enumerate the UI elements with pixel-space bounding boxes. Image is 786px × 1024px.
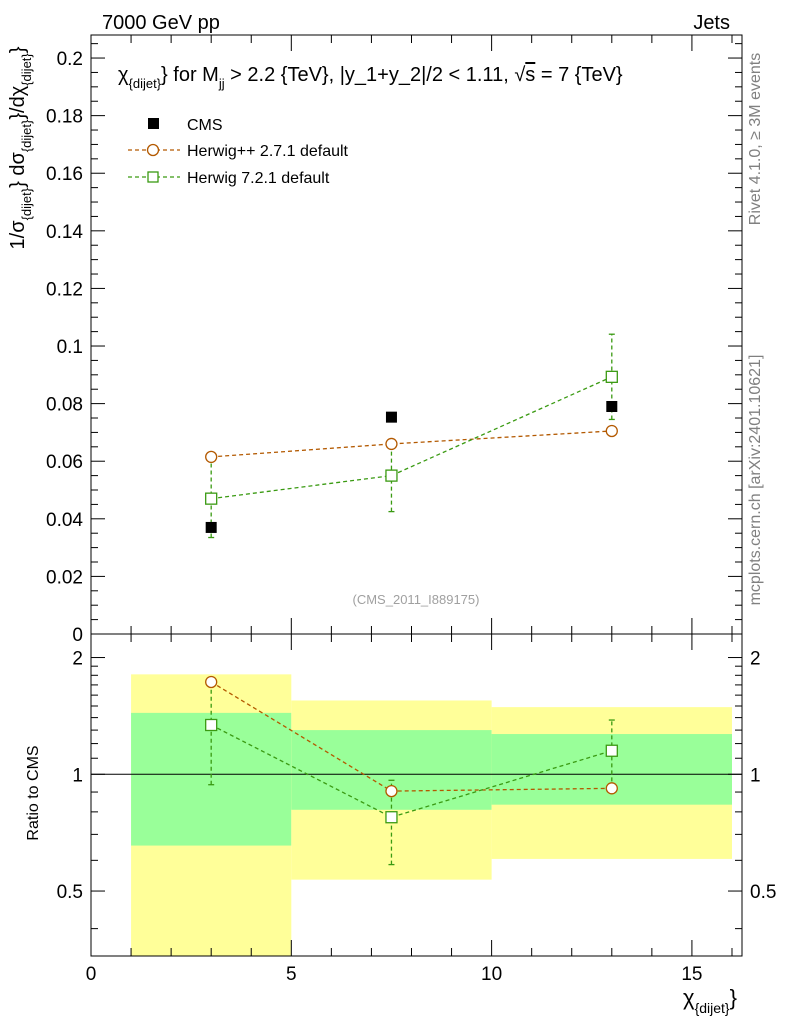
title-mjj: } for M bbox=[161, 64, 219, 86]
main-marker-herwig7 bbox=[605, 370, 618, 383]
title-sqrt: √ bbox=[514, 64, 525, 86]
ylabel-sub-b: {dijet} bbox=[19, 119, 34, 152]
ratio-tick-label-left: 0.5 bbox=[57, 882, 83, 903]
y-tick-label: 0 bbox=[72, 625, 83, 646]
ratio-tick-label-left: 2 bbox=[72, 649, 83, 670]
main-ticks: 0 0.02 0.04 0.06 0.08 0.1 0.12 0.14 0.16 0.18 0.2 bbox=[46, 43, 742, 646]
ratio-frame bbox=[90, 633, 743, 957]
cms-data-point bbox=[205, 521, 217, 533]
ylabel-part-d: } bbox=[7, 46, 29, 53]
xlabel-tail: } bbox=[730, 985, 737, 1010]
main-marker-herwigpp bbox=[605, 424, 618, 438]
y-tick-label: 0.02 bbox=[46, 567, 83, 588]
ratio-tick-label-right: 0.5 bbox=[750, 882, 776, 903]
ratio-panel: 0.5 0.5 1 1 2 2 Ratio to CMS bbox=[25, 633, 776, 957]
x-tick-label: 5 bbox=[286, 964, 297, 985]
main-panel: 00.020.040.060.080.10.120.140.160.180.2 … bbox=[7, 34, 743, 646]
ylabel-part-a: 1/σ bbox=[7, 220, 29, 250]
legend-label-cms: CMS bbox=[187, 117, 223, 134]
ratio-marker-herwigpp bbox=[205, 675, 218, 689]
ylabel-part-c: }/dχ bbox=[7, 85, 29, 119]
title-chi: χ bbox=[118, 64, 129, 86]
ratio-marker-herwigpp bbox=[605, 782, 618, 795]
legend: CMS Herwig++ 2.7.1 default Herwig 7.2.1 … bbox=[128, 117, 349, 187]
x-axis-label: χ{dijet}} bbox=[683, 985, 737, 1016]
title-mjj-sub: jj bbox=[218, 76, 225, 91]
y-tick-label: 0.06 bbox=[46, 452, 83, 473]
ratio-uncertainty-bands bbox=[131, 674, 732, 956]
main-series-lines bbox=[208, 333, 615, 539]
x-tick-label: 0 bbox=[86, 964, 97, 985]
main-line-herwig7 bbox=[211, 376, 613, 500]
mcplots-label: mcplots.cern.ch [arXiv:2401.10621] bbox=[747, 355, 764, 606]
header-energy-label: 7000 GeV pp bbox=[102, 12, 220, 34]
y-tick-label: 0.16 bbox=[46, 164, 83, 185]
main-marker-herwig7 bbox=[385, 469, 398, 482]
y-tick-label: 0.18 bbox=[46, 107, 83, 128]
ratio-markers bbox=[205, 675, 618, 824]
legend-label-herwigpp: Herwig++ 2.7.1 default bbox=[187, 143, 349, 160]
ratio-marker-herwigpp bbox=[385, 784, 398, 798]
legend-marker-cms bbox=[148, 118, 159, 129]
main-marker-herwigpp bbox=[385, 437, 398, 451]
header-jets-label: Jets bbox=[693, 12, 730, 34]
title-energy: = 7 {TeV} bbox=[535, 64, 623, 86]
ylabel-sub-c: {dijet} bbox=[19, 53, 34, 86]
analysis-watermark: (CMS_2011_I889175) bbox=[353, 592, 480, 607]
main-marker-herwig7 bbox=[205, 492, 218, 505]
legend-marker-herwigpp bbox=[146, 143, 160, 157]
title-sqrt-arg: s bbox=[525, 64, 535, 86]
legend-marker-herwig7 bbox=[147, 171, 159, 183]
x-tick-label: 10 bbox=[481, 964, 502, 985]
xlabel-chi: χ bbox=[683, 985, 695, 1010]
ratio-marker-herwig7 bbox=[605, 744, 618, 757]
xlabel-sub: {dijet} bbox=[695, 1000, 730, 1016]
ratio-tick-label-right: 2 bbox=[750, 649, 761, 670]
ratio-marker-herwig7 bbox=[385, 811, 398, 824]
cms-data-point bbox=[606, 400, 618, 412]
cms-data-point bbox=[385, 411, 397, 423]
main-marker-herwigpp bbox=[205, 450, 218, 464]
ratio-y-axis-label: Ratio to CMS bbox=[25, 745, 42, 840]
ratio-marker-herwig7 bbox=[205, 718, 218, 732]
y-tick-label: 0.12 bbox=[46, 279, 83, 300]
rivet-version-label: Rivet 4.1.0, ≥ 3M events bbox=[747, 53, 764, 225]
ratio-tick-label-left: 1 bbox=[72, 765, 83, 786]
main-markers bbox=[205, 370, 618, 533]
title-chi-sub: {dijet} bbox=[129, 76, 162, 91]
y-tick-label: 0.04 bbox=[46, 510, 83, 531]
main-title: χ{dijet}} for Mjj > 2.2 {TeV}, |y_1+y_2|… bbox=[118, 64, 623, 91]
main-line-herwigpp bbox=[211, 430, 612, 458]
ylabel-part-b: } dσ bbox=[7, 152, 29, 188]
y-tick-label: 0.08 bbox=[46, 395, 83, 416]
y-axis-label: 1/σ{dijet}} dσ{dijet}}/dχ{dijet}} bbox=[7, 46, 34, 249]
ratio-tick-label-right: 1 bbox=[750, 765, 761, 786]
title-cuts: > 2.2 {TeV}, |y_1+y_2|/2 < 1.11, bbox=[225, 64, 515, 86]
y-tick-label: 0.1 bbox=[57, 337, 83, 358]
y-tick-label: 0.2 bbox=[57, 49, 83, 70]
y-tick-label: 0.14 bbox=[46, 222, 83, 243]
ylabel-sub-a: {dijet} bbox=[19, 187, 34, 220]
x-axis-ticks: 0 5 10 15 bbox=[86, 35, 733, 985]
x-tick-label: 15 bbox=[681, 964, 702, 985]
ratio-ticks: 0.5 0.5 1 1 2 2 bbox=[57, 649, 776, 930]
legend-label-herwig7: Herwig 7.2.1 default bbox=[187, 170, 330, 187]
